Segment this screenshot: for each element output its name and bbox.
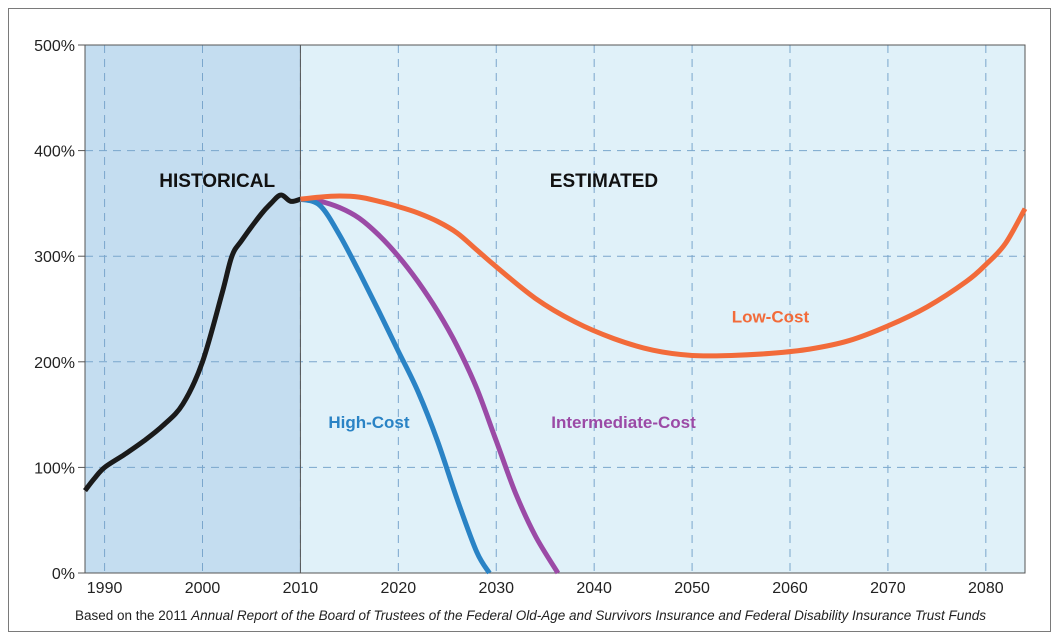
x-tick-label: 2000: [185, 580, 221, 597]
x-tick-label: 1990: [87, 580, 123, 597]
region-estimated: [300, 45, 1026, 573]
x-tick-label: 2050: [674, 580, 710, 597]
region-label-estimated: ESTIMATED: [550, 171, 658, 192]
grid-layer: [85, 45, 1025, 573]
series-layer: [83, 192, 1028, 575]
series-label-high: High-Cost: [328, 413, 410, 432]
series-label-low: Low-Cost: [732, 307, 810, 326]
regions-layer: [85, 45, 1026, 573]
x-tick-label: 2080: [968, 580, 1004, 597]
x-tick-label: 2040: [576, 580, 612, 597]
series-line-historical: [83, 192, 302, 493]
y-tick-label: 200%: [34, 355, 75, 372]
caption-prefix: Based on the 2011: [74, 608, 192, 623]
x-tick-label: 2070: [870, 580, 906, 597]
labels-layer: HISTORICAL ESTIMATED Low-Cost Intermediate-…: [159, 171, 809, 432]
caption-report-title: Annual Report of the Board of Trustees o…: [191, 608, 986, 623]
region-label-historical: HISTORICAL: [159, 171, 275, 192]
region-historical: [85, 45, 301, 573]
series-label-intermediate: Intermediate-Cost: [551, 413, 696, 432]
series-line-intermediate: [300, 196, 561, 575]
y-tick-label: 100%: [34, 460, 75, 477]
y-tick-label: 0%: [52, 566, 75, 583]
x-tick-label: 2010: [283, 580, 319, 597]
y-tick-label: 400%: [34, 144, 75, 161]
y-tick-label: 300%: [34, 249, 75, 266]
x-tick-label: 2060: [772, 580, 808, 597]
x-tick-label: 2030: [478, 580, 514, 597]
series-line-low: [300, 193, 1028, 359]
source-caption: Based on the 2011 Annual Report of the B…: [0, 608, 1061, 623]
y-tick-label: 500%: [34, 38, 75, 55]
series-line-high: [299, 196, 492, 575]
x-tick-label: 2020: [381, 580, 417, 597]
